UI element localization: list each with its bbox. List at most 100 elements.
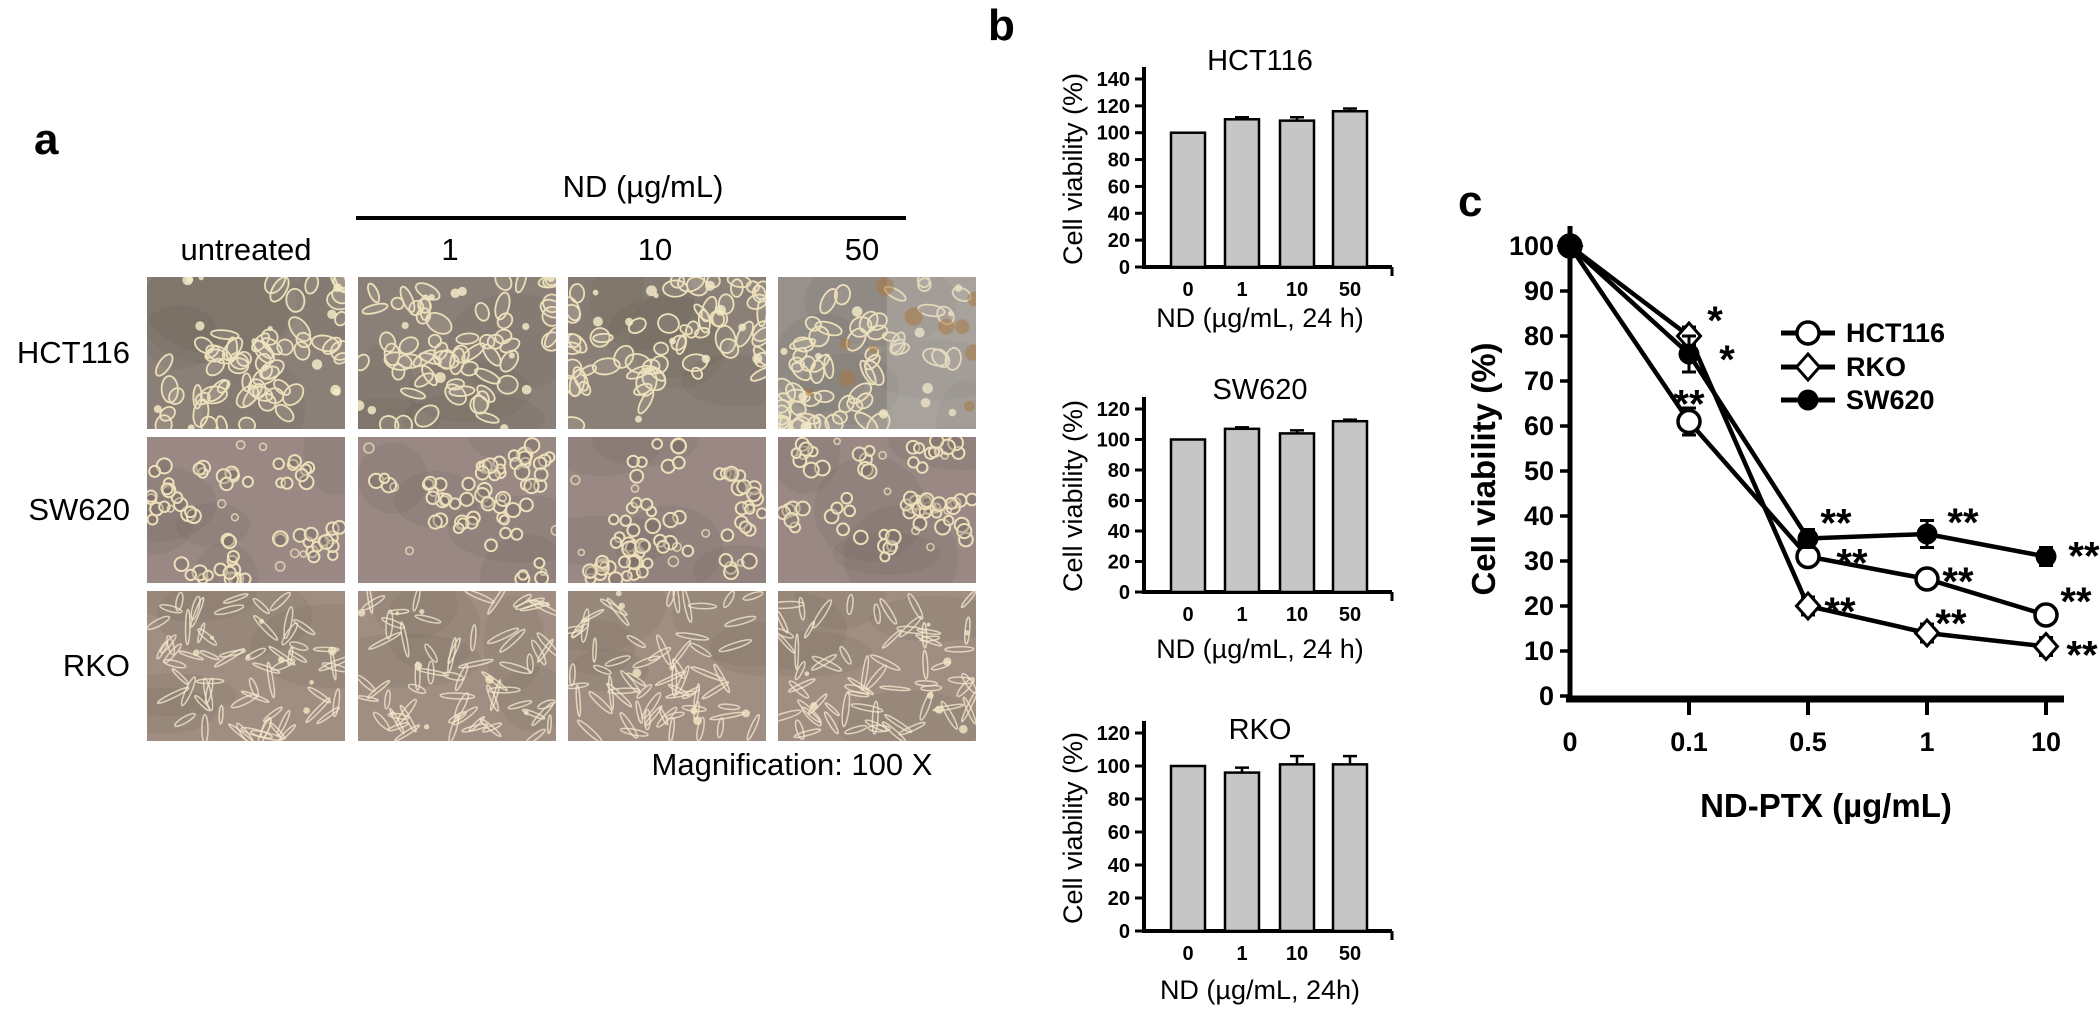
micrograph-hct116-1	[358, 277, 556, 429]
micrograph-sw620-10	[568, 437, 766, 583]
svg-text:140: 140	[1097, 69, 1130, 91]
significance-annotations: **********************	[1673, 299, 2100, 678]
line-plot: 0 10 20 30 40 50 60 70 80 90 100 0 0.1 0.5 1 10 HCT116 RK…	[1509, 226, 2100, 757]
svg-text:0: 0	[1119, 257, 1130, 279]
svg-text:**: **	[1824, 590, 1856, 634]
svg-text:70: 70	[1524, 366, 1554, 396]
row-label-rko: RKO	[62, 648, 130, 683]
svg-text:**: **	[2068, 535, 2100, 579]
chart-title-hct116: HCT116	[1207, 45, 1313, 77]
svg-text:0: 0	[1182, 279, 1193, 301]
micrograph-rko-1	[358, 591, 556, 741]
svg-text:0: 0	[1119, 582, 1130, 604]
svg-text:50: 50	[1339, 943, 1361, 965]
svg-text:SW620: SW620	[1846, 385, 1935, 415]
micrograph-hct116-10	[568, 277, 766, 429]
svg-text:40: 40	[1108, 855, 1130, 877]
svg-text:80: 80	[1108, 789, 1130, 811]
x-axis-label: ND-PTX (µg/mL)	[1700, 787, 1952, 824]
nd-header-line	[356, 216, 906, 220]
svg-text:50: 50	[1524, 456, 1554, 486]
chart-title-sw620: SW620	[1212, 374, 1308, 406]
svg-text:60: 60	[1524, 411, 1554, 441]
row-label-hct116: HCT116	[16, 335, 130, 370]
svg-text:90: 90	[1524, 276, 1554, 306]
svg-text:0.1: 0.1	[1670, 727, 1708, 757]
micrograph-rko-50	[778, 591, 976, 741]
magnification-caption: Magnification: 100 X	[651, 747, 933, 782]
micrograph-rko-10	[568, 591, 766, 741]
svg-text:20: 20	[1524, 591, 1554, 621]
svg-text:1: 1	[1236, 279, 1247, 301]
svg-text:100: 100	[1097, 430, 1130, 452]
svg-text:10: 10	[1524, 636, 1554, 666]
column-label-untreated: untreated	[180, 232, 312, 267]
series-markers-sw620	[1559, 235, 2057, 567]
micrograph-sw620-1	[358, 437, 556, 583]
svg-text:HCT116: HCT116	[1846, 318, 1945, 348]
svg-text:60: 60	[1108, 176, 1130, 198]
svg-text:*: *	[1707, 299, 1723, 343]
svg-text:0: 0	[1119, 921, 1130, 943]
svg-text:RKO: RKO	[1846, 352, 1906, 382]
column-label-50: 50	[844, 232, 880, 267]
row-label-sw620: SW620	[28, 492, 130, 527]
svg-text:0: 0	[1539, 681, 1554, 711]
x-axis-label: ND (µg/mL, 24h)	[1159, 975, 1361, 1005]
svg-text:100: 100	[1097, 123, 1130, 145]
svg-text:0: 0	[1182, 604, 1193, 626]
bars: 0 1 10 50	[1169, 754, 1369, 965]
panel-b-label: b	[988, 1, 1015, 50]
svg-text:20: 20	[1108, 230, 1130, 252]
micrograph-hct116-50	[778, 277, 976, 429]
line-chart: Cell viability (%) 0 10 20 30 40 50 60 70 80 90 10…	[1420, 200, 2100, 900]
svg-text:100: 100	[1097, 756, 1130, 778]
svg-text:0: 0	[1182, 943, 1193, 965]
svg-text:40: 40	[1108, 203, 1130, 225]
svg-text:120: 120	[1097, 399, 1130, 421]
svg-text:50: 50	[1339, 279, 1361, 301]
svg-text:20: 20	[1108, 888, 1130, 910]
nd-treatment-header: ND (µg/mL)	[562, 169, 724, 204]
bar-plot-hct116: 0 20 40 60 80 100 120 140 0 1 10 50	[1097, 67, 1394, 301]
bar-chart-hct116: HCT116 Cell viability (%) 0 20 40 60 80 100 12…	[1020, 40, 1400, 362]
svg-text:**: **	[1935, 602, 1967, 646]
svg-text:120: 120	[1097, 723, 1130, 745]
panel-a-label: a	[34, 115, 59, 164]
bars: 0 1 10 50	[1169, 107, 1369, 301]
svg-text:30: 30	[1524, 546, 1554, 576]
svg-text:10: 10	[2031, 727, 2061, 757]
x-axis-label: ND (µg/mL, 24 h)	[1156, 303, 1364, 333]
bar-chart-sw620: SW620 Cell viability (%) 0 20 40 60 80 100 120…	[1020, 365, 1400, 687]
svg-text:0.5: 0.5	[1789, 727, 1827, 757]
svg-text:1: 1	[1236, 604, 1247, 626]
svg-text:10: 10	[1286, 943, 1308, 965]
panel-c-label: c	[1458, 177, 1483, 226]
svg-text:60: 60	[1108, 822, 1130, 844]
bars: 0 1 10 50	[1169, 418, 1369, 626]
svg-text:**: **	[2060, 580, 2092, 624]
svg-text:10: 10	[1286, 604, 1308, 626]
svg-text:40: 40	[1524, 501, 1554, 531]
column-label-10: 10	[637, 232, 673, 267]
svg-text:40: 40	[1108, 521, 1130, 543]
series-line-rko	[1568, 244, 2047, 649]
svg-text:**: **	[1947, 501, 1979, 545]
svg-text:1: 1	[1919, 727, 1934, 757]
svg-text:50: 50	[1339, 604, 1361, 626]
svg-text:80: 80	[1108, 460, 1130, 482]
svg-text:*: *	[1719, 338, 1735, 382]
x-axis-label: ND (µg/mL, 24 h)	[1156, 634, 1364, 664]
svg-text:80: 80	[1108, 150, 1130, 172]
svg-text:60: 60	[1108, 491, 1130, 513]
svg-text:80: 80	[1524, 321, 1554, 351]
micrograph-rko-untreated	[147, 591, 345, 741]
svg-text:10: 10	[1286, 279, 1308, 301]
bar-plot-rko: 0 20 40 60 80 100 120 0 1 10 50	[1097, 721, 1394, 965]
svg-text:**: **	[1673, 383, 1705, 427]
svg-text:**: **	[2066, 634, 2098, 678]
chart-title-rko: RKO	[1228, 714, 1292, 746]
bar-chart-rko: RKO Cell viability (%) 0 20 40 60 80 100 120 0 1…	[1020, 700, 1400, 1022]
